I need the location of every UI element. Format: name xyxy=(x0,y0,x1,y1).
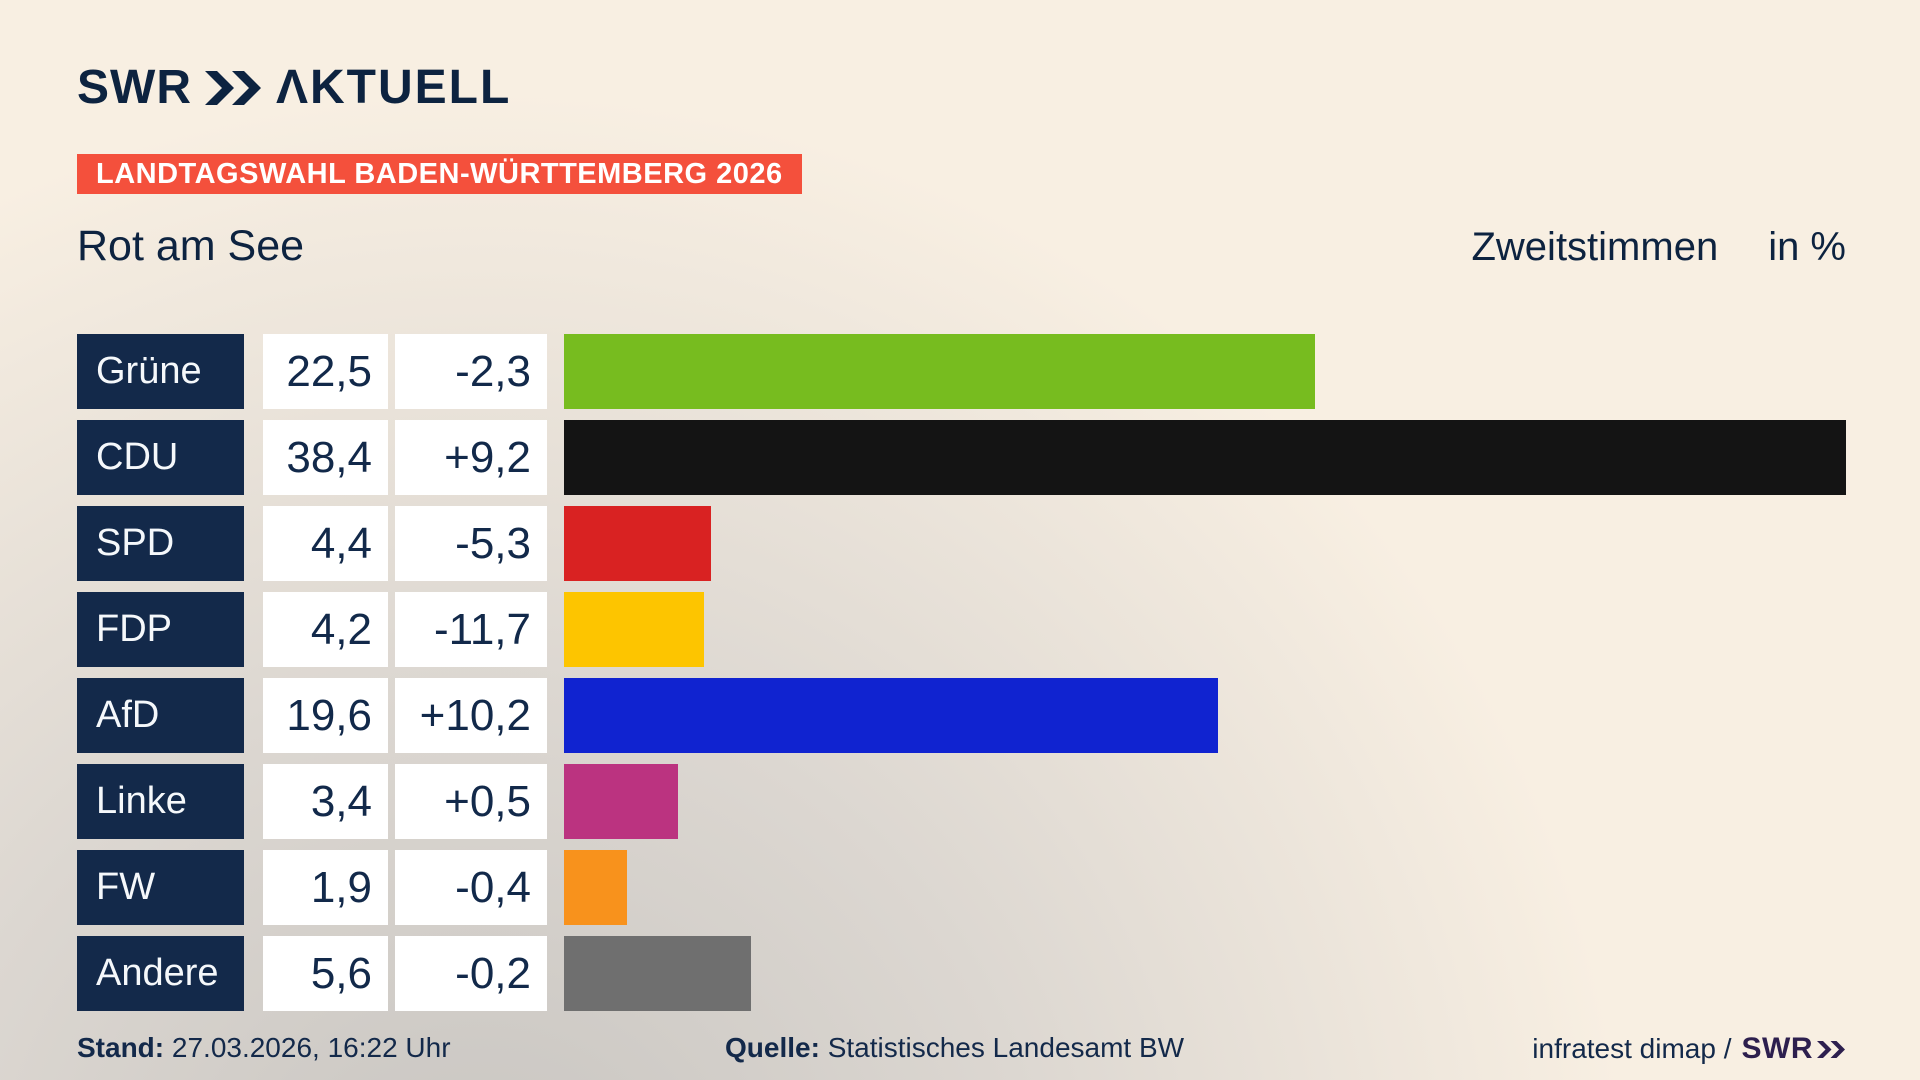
value-box: 3,4 xyxy=(263,764,388,839)
value-box: 5,6 xyxy=(263,936,388,1011)
chart-row-fdp: FDP 4,2 -11,7 xyxy=(77,592,1846,667)
change-box: +9,2 xyxy=(395,420,547,495)
value-text: 19,6 xyxy=(286,690,372,740)
result-bar xyxy=(564,936,751,1011)
party-label-box: Andere xyxy=(77,936,244,1011)
result-bar xyxy=(564,420,1846,495)
value-box: 38,4 xyxy=(263,420,388,495)
bar-track xyxy=(564,850,1846,925)
party-label: Andere xyxy=(96,952,219,994)
result-bar xyxy=(564,764,678,839)
party-label: FW xyxy=(96,866,156,908)
party-label: CDU xyxy=(96,436,179,478)
swr-credit-wordmark: SWR xyxy=(1741,1032,1813,1065)
change-box: -0,2 xyxy=(395,936,547,1011)
value-text: 5,6 xyxy=(310,948,372,998)
measure-label: Zweitstimmen xyxy=(1471,225,1719,269)
party-label-box: Grüne xyxy=(77,334,244,409)
party-label-box: Linke xyxy=(77,764,244,839)
footer: Stand: 27.03.2026, 16:22 Uhr Quelle: Sta… xyxy=(77,1032,1846,1072)
value-text: 3,4 xyxy=(310,776,372,826)
swr-aktuell-logo: SWR ΛKTUELL xyxy=(77,64,511,112)
change-text: +0,5 xyxy=(444,776,531,826)
change-box: +0,5 xyxy=(395,764,547,839)
measure-title: Zweitstimmen in % xyxy=(1471,225,1846,270)
bar-track xyxy=(564,506,1846,581)
result-bar xyxy=(564,678,1219,753)
value-box: 1,9 xyxy=(263,850,388,925)
party-label-box: FW xyxy=(77,850,244,925)
title-bar: Rot am See Zweitstimmen in % xyxy=(77,222,1846,271)
bar-track xyxy=(564,678,1846,753)
change-text: +9,2 xyxy=(444,432,531,482)
change-text: -0,4 xyxy=(455,862,531,912)
chart-row-linke: Linke 3,4 +0,5 xyxy=(77,764,1846,839)
stand-label: Stand: xyxy=(77,1032,165,1063)
party-label: SPD xyxy=(96,522,175,564)
result-bar xyxy=(564,506,711,581)
change-box: -0,4 xyxy=(395,850,547,925)
bar-track xyxy=(564,592,1846,667)
value-box: 4,4 xyxy=(263,506,388,581)
results-bar-chart: Grüne 22,5 -2,3 CDU 38,4 +9,2 SPD 4,4 -5… xyxy=(77,334,1846,1022)
bar-track xyxy=(564,420,1846,495)
party-label-box: SPD xyxy=(77,506,244,581)
source-label: Quelle: xyxy=(725,1032,820,1063)
value-text: 22,5 xyxy=(286,346,372,396)
chart-row-afd: AfD 19,6 +10,2 xyxy=(77,678,1846,753)
party-label: Linke xyxy=(96,780,187,822)
party-label-box: FDP xyxy=(77,592,244,667)
party-label: AfD xyxy=(96,694,160,736)
change-text: -5,3 xyxy=(455,518,531,568)
party-label: FDP xyxy=(96,608,172,650)
chart-row-cdu: CDU 38,4 +9,2 xyxy=(77,420,1846,495)
stand-timestamp: Stand: 27.03.2026, 16:22 Uhr xyxy=(77,1032,451,1064)
value-text: 38,4 xyxy=(286,432,372,482)
value-box: 22,5 xyxy=(263,334,388,409)
value-text: 4,4 xyxy=(310,518,372,568)
change-box: -5,3 xyxy=(395,506,547,581)
chart-row-fw: FW 1,9 -0,4 xyxy=(77,850,1846,925)
double-chevron-icon xyxy=(1817,1040,1846,1058)
value-box: 4,2 xyxy=(263,592,388,667)
value-text: 4,2 xyxy=(310,604,372,654)
change-text: -0,2 xyxy=(455,948,531,998)
change-box: -11,7 xyxy=(395,592,547,667)
chart-row-gruene: Grüne 22,5 -2,3 xyxy=(77,334,1846,409)
party-label-box: CDU xyxy=(77,420,244,495)
party-label: Grüne xyxy=(96,350,202,392)
election-banner: LANDTAGSWAHL BADEN-WÜRTTEMBERG 2026 xyxy=(77,154,802,194)
credit-note: infratest dimap / SWR xyxy=(1532,1032,1846,1066)
chart-row-andere: Andere 5,6 -0,2 xyxy=(77,936,1846,1011)
bar-track xyxy=(564,936,1846,1011)
result-bar xyxy=(564,850,628,925)
bar-track xyxy=(564,334,1846,409)
change-box: +10,2 xyxy=(395,678,547,753)
municipality-title: Rot am See xyxy=(77,222,305,270)
change-text: -2,3 xyxy=(455,346,531,396)
source-note: Quelle: Statistisches Landesamt BW xyxy=(725,1032,1184,1064)
result-bar xyxy=(564,334,1316,409)
party-label-box: AfD xyxy=(77,678,244,753)
swr-credit-logo: SWR xyxy=(1742,1032,1847,1066)
aktuell-wordmark: ΛKTUELL xyxy=(275,61,512,114)
change-box: -2,3 xyxy=(395,334,547,409)
source-value: Statistisches Landesamt BW xyxy=(827,1032,1185,1063)
change-text: -11,7 xyxy=(433,604,531,654)
change-text: +10,2 xyxy=(419,690,531,740)
chart-row-spd: SPD 4,4 -5,3 xyxy=(77,506,1846,581)
unit-label: in % xyxy=(1768,225,1846,269)
stand-value: 27.03.2026, 16:22 Uhr xyxy=(171,1032,451,1063)
swr-wordmark: SWR xyxy=(77,61,192,114)
double-chevron-icon xyxy=(204,71,263,105)
credit-text: infratest dimap / xyxy=(1532,1033,1732,1064)
value-text: 1,9 xyxy=(310,862,372,912)
bar-track xyxy=(564,764,1846,839)
result-bar xyxy=(564,592,705,667)
value-box: 19,6 xyxy=(263,678,388,753)
